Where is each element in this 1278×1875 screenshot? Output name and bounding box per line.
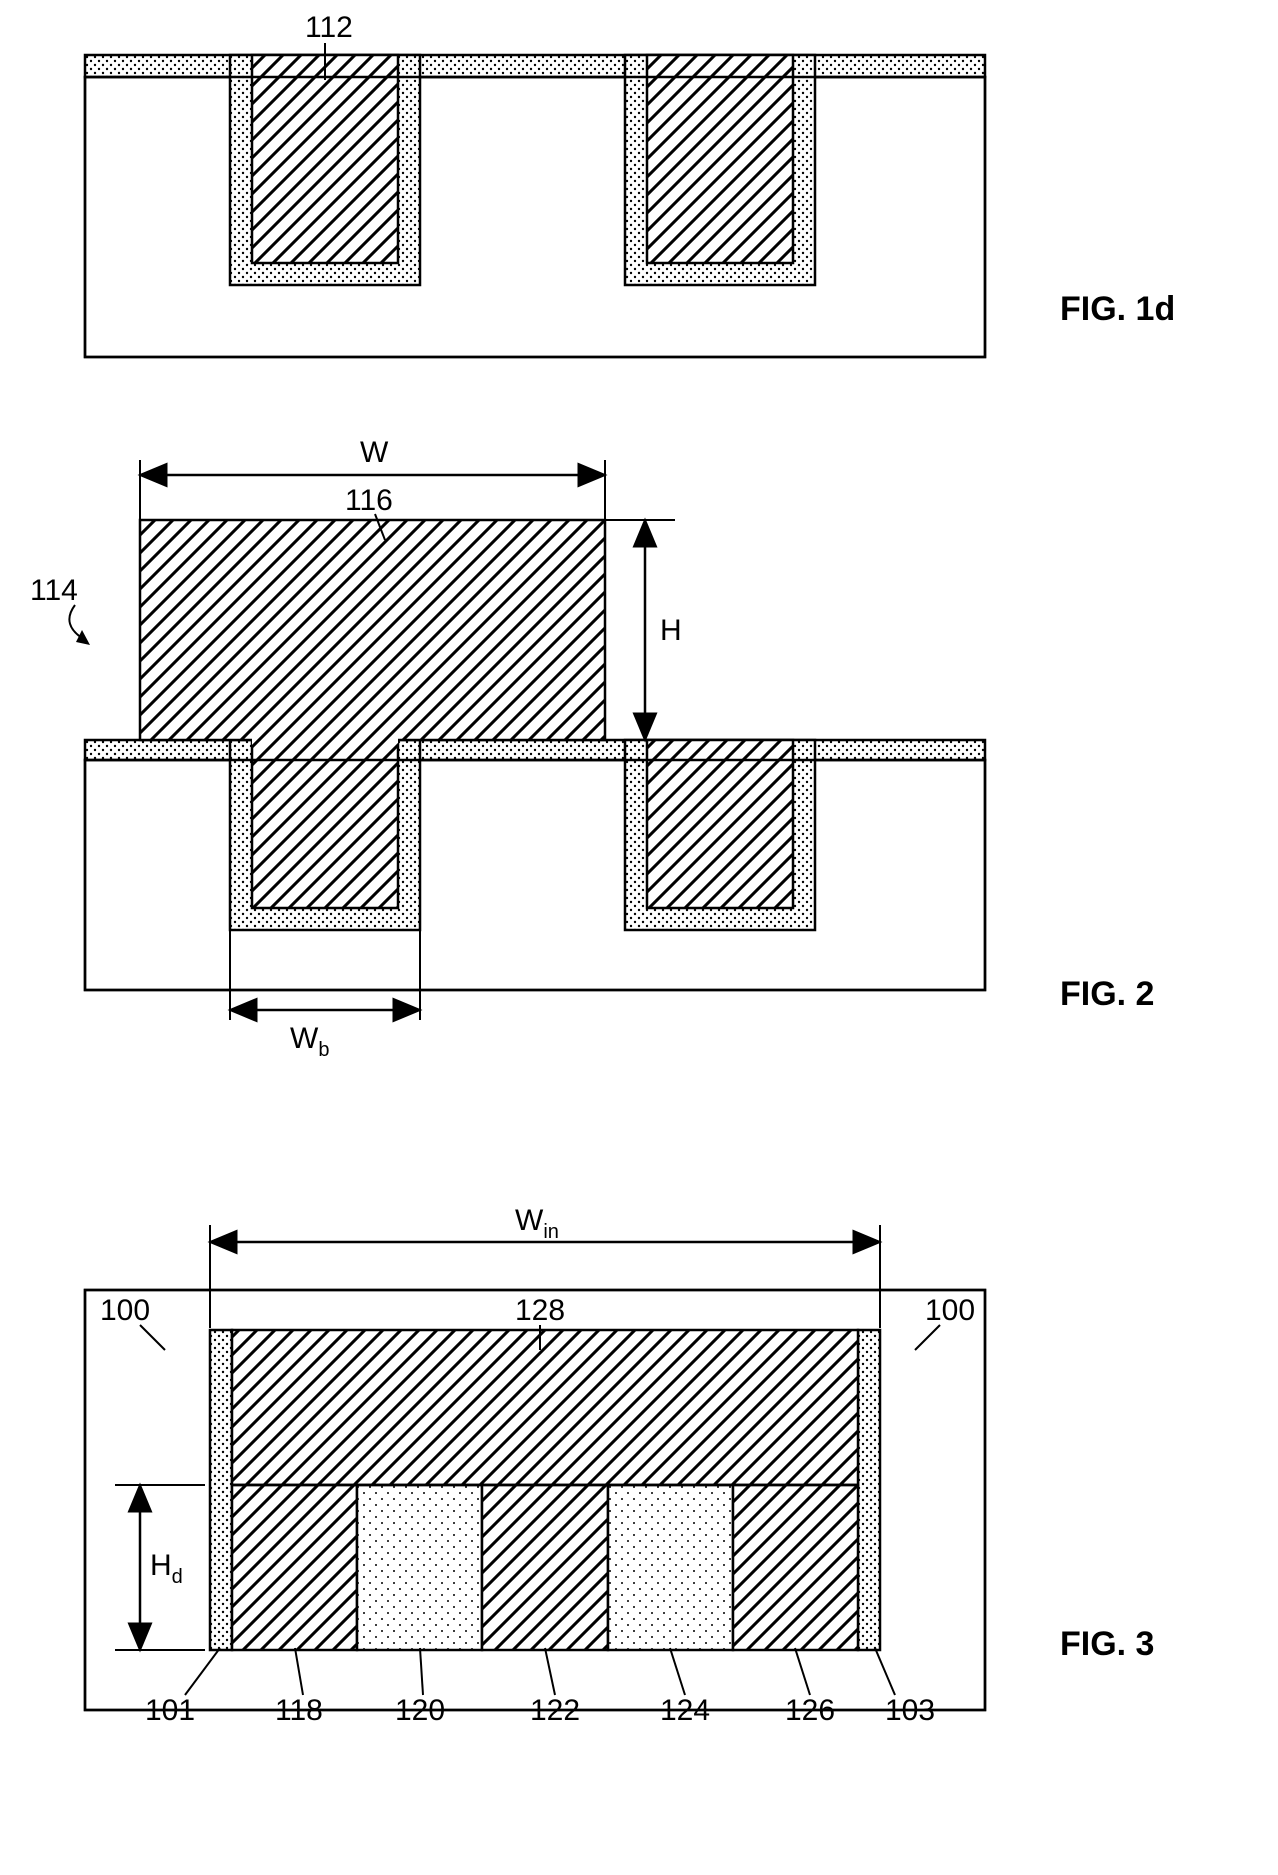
page: 112 FIG. 1d W 116 114 bbox=[0, 0, 1278, 1875]
dim-Win-main: W bbox=[515, 1204, 544, 1237]
callout-101: 101 bbox=[145, 1694, 195, 1727]
callout-112-text: 112 bbox=[305, 11, 353, 44]
fig3-label: FIG. 3 bbox=[1060, 1625, 1154, 1663]
dim-Wb-sub: b bbox=[318, 1039, 329, 1061]
callout-100R: 100 bbox=[925, 1294, 975, 1327]
callout-128: 128 bbox=[515, 1294, 565, 1327]
dim-Hd-main: H bbox=[150, 1549, 172, 1582]
fig2: W 116 114 H Wb bbox=[30, 436, 985, 1061]
fig1d-label: FIG. 1d bbox=[1060, 290, 1175, 328]
diagram-svg: 112 FIG. 1d W 116 114 bbox=[0, 0, 1278, 1875]
callout-116-text: 116 bbox=[345, 484, 393, 517]
fig2-label: FIG. 2 bbox=[1060, 975, 1154, 1013]
callout-114-text: 114 bbox=[30, 574, 78, 607]
fig3: Win Hd 100 100 128 101 118 120 122 124 bbox=[85, 1204, 985, 1727]
callout-118: 118 bbox=[275, 1694, 323, 1727]
dim-Wb-main: W bbox=[290, 1022, 319, 1055]
svg-text:Wb: Wb bbox=[290, 1022, 329, 1061]
callout-126: 126 bbox=[785, 1694, 835, 1727]
dim-Win-sub: in bbox=[543, 1221, 559, 1243]
dim-W: W bbox=[360, 436, 389, 469]
dim-H: H bbox=[660, 614, 682, 647]
callout-124: 124 bbox=[660, 1694, 710, 1727]
fig1d: 112 bbox=[85, 11, 985, 357]
dim-Hd-sub: d bbox=[172, 1566, 183, 1588]
callout-100L: 100 bbox=[100, 1294, 150, 1327]
callout-122: 122 bbox=[530, 1694, 580, 1727]
callout-120: 120 bbox=[395, 1694, 445, 1727]
svg-text:Win: Win bbox=[515, 1204, 559, 1243]
callout-103: 103 bbox=[885, 1694, 935, 1727]
